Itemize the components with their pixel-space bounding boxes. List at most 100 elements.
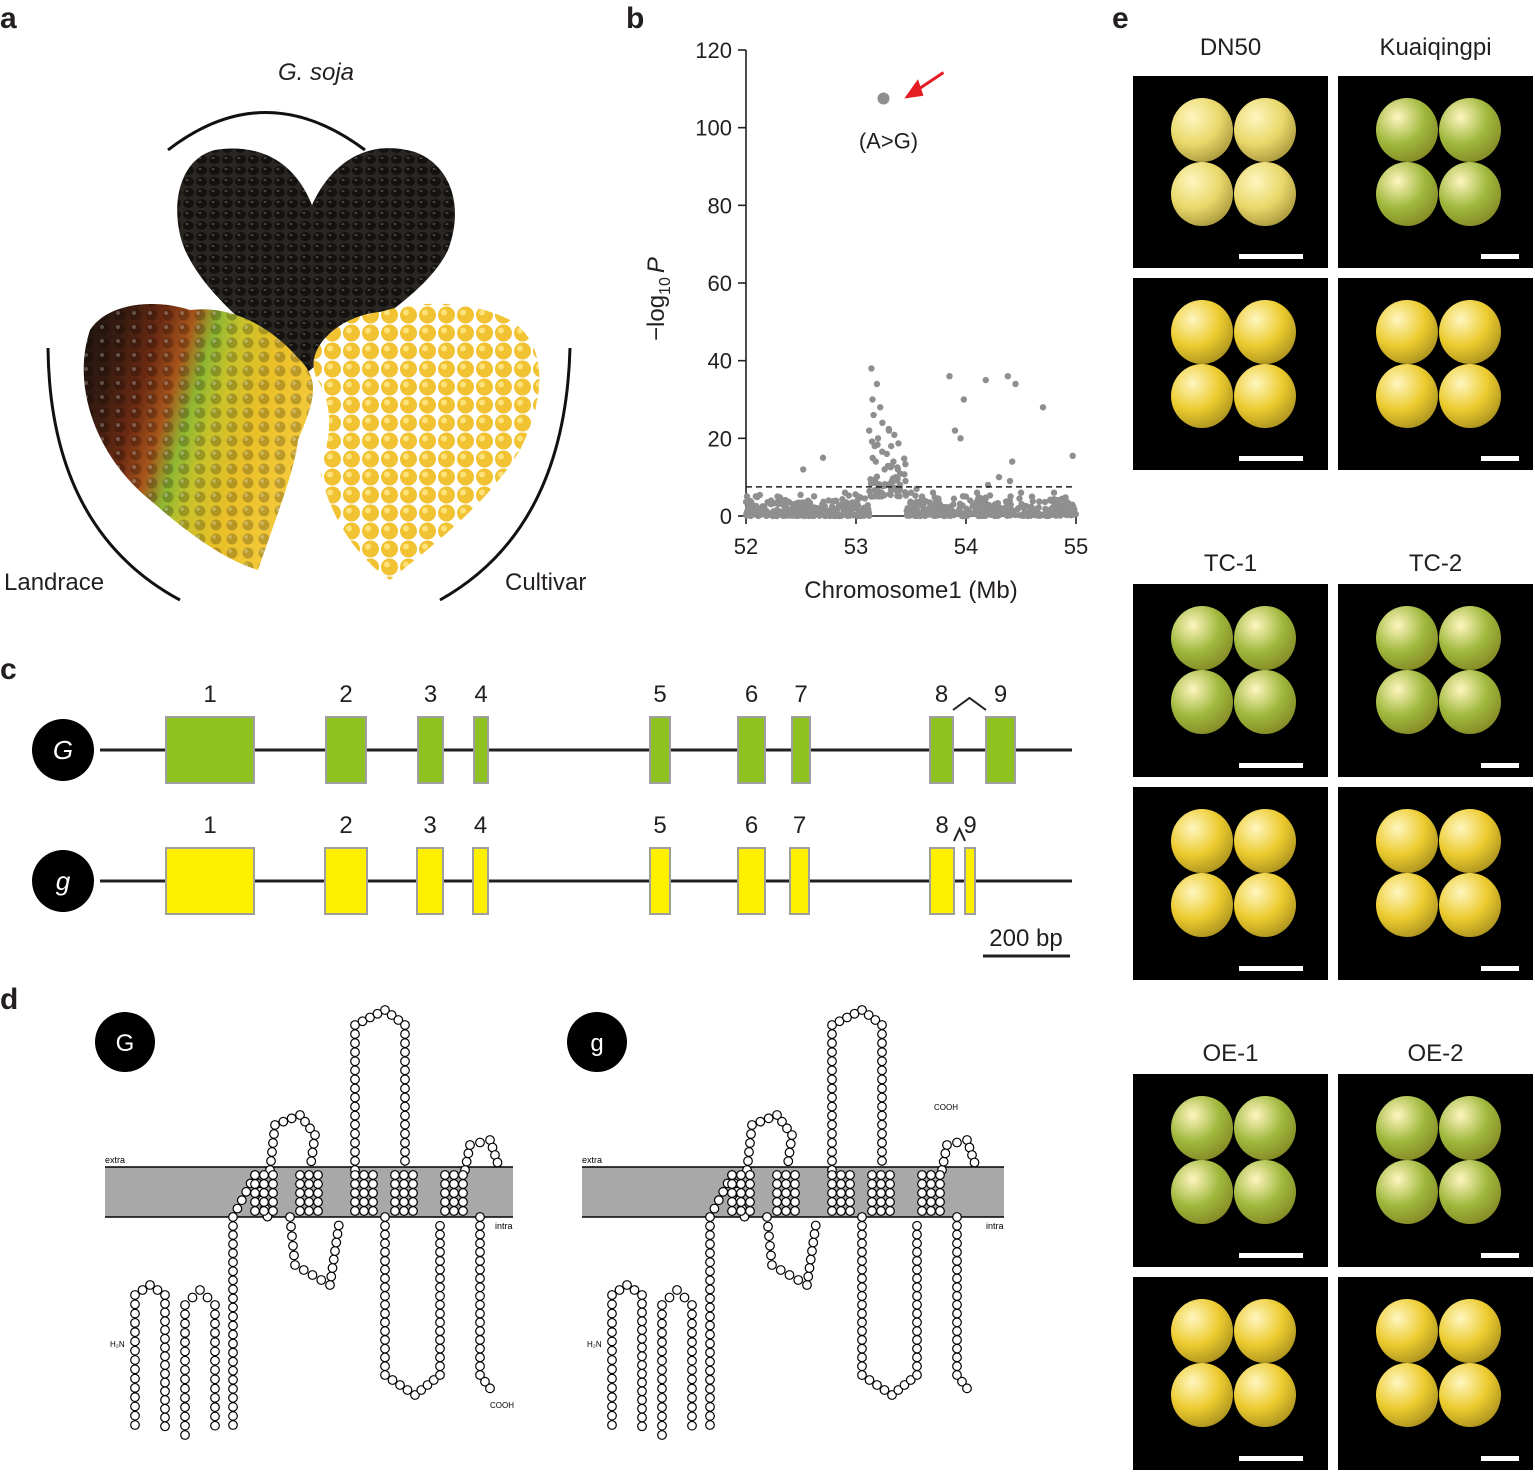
residue <box>428 1375 439 1385</box>
residue <box>180 1327 190 1338</box>
snp-point <box>888 442 895 450</box>
snp-point <box>907 489 915 496</box>
exon-number: 9 <box>963 812 976 839</box>
residue <box>306 1156 317 1167</box>
residue <box>180 1430 190 1440</box>
seed <box>1439 300 1501 364</box>
snp-point <box>912 506 920 513</box>
residue <box>350 1179 360 1189</box>
residue <box>877 1038 887 1049</box>
snp-point <box>1000 506 1008 514</box>
residue <box>657 1300 667 1310</box>
gene-structure: G1 2 3 4 5 6 7 8 9g1 2 3 4 5 6 7 8 9 200 bp <box>32 681 1072 958</box>
residue <box>465 1140 475 1150</box>
residue <box>408 1170 418 1180</box>
residue <box>228 1302 238 1313</box>
residue <box>300 1116 310 1127</box>
snp-point <box>982 376 989 384</box>
residue <box>857 1255 867 1266</box>
residue <box>160 1421 170 1432</box>
residue <box>458 1197 468 1207</box>
exon-number: 4 <box>474 812 487 839</box>
residue <box>657 1392 667 1403</box>
residue <box>782 1123 792 1134</box>
residue <box>718 1186 729 1197</box>
seed <box>1439 1299 1501 1363</box>
snp-point <box>867 480 875 487</box>
exon-number: 2 <box>339 681 352 708</box>
residue <box>790 1170 800 1180</box>
residue <box>475 1137 485 1148</box>
residue <box>393 1015 404 1025</box>
residue <box>827 1020 837 1030</box>
residue <box>857 1308 867 1319</box>
residue <box>793 1275 804 1285</box>
residue <box>350 1065 360 1076</box>
residue <box>304 1197 314 1207</box>
residue <box>926 1170 936 1180</box>
residue <box>657 1420 667 1431</box>
y-tick-label: 100 <box>695 116 732 141</box>
exon-number: 8 <box>935 681 948 708</box>
snp-point <box>901 471 908 478</box>
snp-point <box>1041 498 1049 506</box>
gene-badge-label: G <box>53 735 73 765</box>
residue <box>727 1188 737 1198</box>
residue <box>228 1383 238 1394</box>
residue <box>607 1392 617 1403</box>
residue <box>458 1179 468 1189</box>
snp-point <box>1012 380 1019 388</box>
residue <box>827 1101 837 1112</box>
residue <box>160 1386 170 1397</box>
scale-bar <box>1481 966 1519 971</box>
snp-point <box>996 511 1003 518</box>
residue <box>912 1352 922 1363</box>
residue <box>435 1370 445 1380</box>
residue <box>228 1411 238 1421</box>
residue <box>475 1255 485 1266</box>
residue <box>827 1065 837 1076</box>
residue <box>228 1275 238 1286</box>
residue <box>228 1374 238 1385</box>
residue <box>657 1318 667 1329</box>
residue <box>268 1197 278 1207</box>
protein-badge <box>95 1012 155 1072</box>
residue <box>287 1231 297 1242</box>
snp-point <box>929 489 937 496</box>
residue <box>380 1247 390 1258</box>
residue <box>380 1238 390 1249</box>
residue <box>767 1260 777 1270</box>
residue <box>458 1188 468 1198</box>
snp-point <box>885 427 893 434</box>
residue <box>228 1329 238 1340</box>
residue <box>827 1056 837 1067</box>
scale-bar <box>1481 456 1519 461</box>
seed <box>1171 670 1233 734</box>
exon-number: 3 <box>423 812 436 839</box>
residue <box>130 1290 140 1300</box>
residue <box>727 1206 737 1216</box>
residue <box>307 1147 318 1158</box>
residue <box>917 1179 927 1189</box>
residue <box>744 1147 754 1157</box>
residue <box>952 1264 962 1275</box>
residue <box>637 1342 647 1353</box>
snp-point <box>872 458 879 465</box>
residue <box>449 1188 459 1198</box>
residue <box>952 1308 962 1319</box>
residue <box>475 1370 485 1380</box>
residue <box>607 1355 617 1365</box>
residue <box>160 1307 170 1318</box>
residue <box>408 1206 418 1216</box>
snp-point <box>879 419 886 426</box>
residue <box>657 1365 667 1375</box>
residue <box>285 1212 295 1222</box>
snp-point <box>789 509 796 516</box>
residue <box>687 1365 697 1375</box>
residue <box>876 1188 886 1198</box>
residue <box>687 1402 697 1413</box>
residue <box>736 1179 746 1189</box>
seed <box>1376 809 1438 873</box>
residue <box>905 1375 916 1385</box>
snp-point <box>894 487 902 495</box>
